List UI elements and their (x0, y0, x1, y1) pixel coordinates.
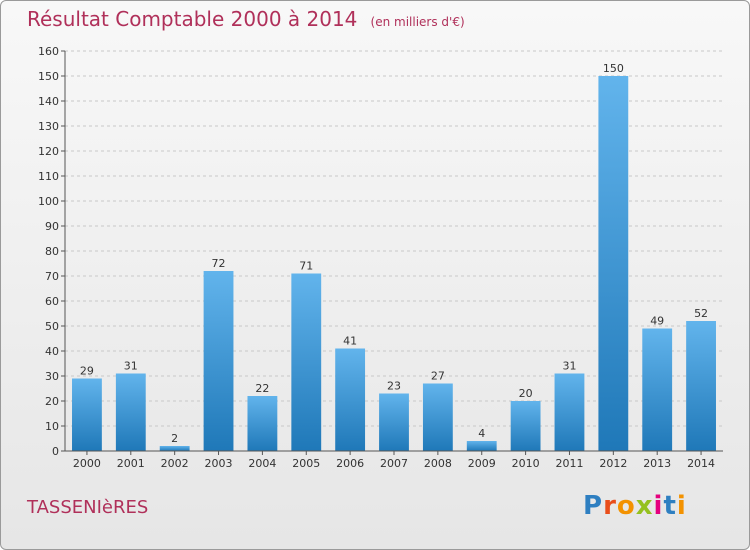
logo-letter: i (653, 491, 664, 521)
data-label: 49 (650, 315, 664, 328)
data-label: 52 (694, 307, 708, 320)
y-tick-label: 140 (38, 95, 59, 108)
bar-2004 (247, 396, 278, 451)
x-tick-label: 2004 (248, 457, 276, 470)
proxiti-logo: Proxiti (583, 491, 687, 521)
logo-letter: t (663, 491, 677, 521)
bar-2007 (379, 393, 409, 451)
logo-letter: o (616, 491, 636, 521)
x-tick-label: 2009 (468, 457, 496, 470)
x-tick-label: 2007 (380, 457, 408, 470)
y-tick-label: 0 (52, 445, 59, 458)
bar-2010 (510, 401, 541, 451)
data-label: 20 (519, 387, 533, 400)
data-label: 71 (299, 260, 313, 273)
x-tick-label: 2014 (687, 457, 715, 470)
bar-2009 (466, 441, 497, 451)
x-tick-label: 2011 (555, 457, 583, 470)
axes: 0 10 20 30 40 50 60 70 80 90 100 110 120 130 140 150 160… (38, 45, 723, 470)
y-tick-label: 80 (45, 245, 59, 258)
y-tick-label: 30 (45, 370, 59, 383)
data-label: 4 (478, 427, 485, 440)
chart-subtitle: (en milliers d'€) (370, 15, 465, 29)
data-label: 22 (255, 382, 269, 395)
bar-2002 (159, 446, 190, 451)
bar-2011 (554, 373, 585, 451)
bar-2014 (686, 321, 716, 451)
y-tick-label: 40 (45, 345, 59, 358)
y-tick-label: 50 (45, 320, 59, 333)
bar-2012 (598, 76, 629, 451)
x-tick-label: 2010 (512, 457, 540, 470)
data-label: 31 (562, 360, 576, 373)
logo-letter: P (583, 491, 604, 521)
y-tick-label: 160 (38, 45, 59, 58)
y-tick-label: 150 (38, 70, 59, 83)
bars: 29 31 2 72 22 71 41 23 27 4 20 31 150 49 52 (72, 62, 716, 451)
x-tick-label: 2006 (336, 457, 364, 470)
data-label: 31 (124, 360, 138, 373)
bar-2013 (642, 328, 673, 451)
x-tick-label: 2005 (292, 457, 320, 470)
chart-title-block: Résultat Comptable 2000 à 2014 (en milli… (27, 7, 465, 31)
y-tick-label: 60 (45, 295, 59, 308)
data-label: 150 (603, 62, 624, 75)
logo-letter: x (635, 491, 654, 521)
bar-2006 (335, 348, 366, 451)
x-tick-label: 2012 (599, 457, 627, 470)
bar-2000 (72, 378, 102, 451)
chart-title: Résultat Comptable 2000 à 2014 (27, 7, 358, 31)
bar-2001 (115, 373, 146, 451)
data-label: 29 (80, 365, 94, 378)
y-tick-label: 70 (45, 270, 59, 283)
y-tick-label: 100 (38, 195, 59, 208)
y-tick-label: 130 (38, 120, 59, 133)
commune-name: TASSENIèRES (27, 497, 149, 518)
x-tick-label: 2008 (424, 457, 452, 470)
data-label: 23 (387, 380, 401, 393)
data-label: 41 (343, 335, 357, 348)
logo-letter: i (676, 491, 687, 521)
y-tick-label: 10 (45, 420, 59, 433)
data-label: 27 (431, 370, 445, 383)
y-tick-label: 90 (45, 220, 59, 233)
bar-2003 (203, 271, 234, 451)
x-tick-label: 2002 (161, 457, 189, 470)
x-tick-label: 2003 (205, 457, 233, 470)
y-tick-label: 120 (38, 145, 59, 158)
y-tick-label: 20 (45, 395, 59, 408)
bar-2005 (291, 273, 322, 451)
bar-2008 (422, 383, 453, 451)
data-label: 72 (212, 257, 226, 270)
x-tick-label: 2000 (73, 457, 101, 470)
x-tick-label: 2013 (643, 457, 671, 470)
data-label: 2 (171, 432, 178, 445)
y-tick-label: 110 (38, 170, 59, 183)
x-tick-label: 2001 (117, 457, 145, 470)
logo-letter: r (603, 491, 617, 521)
